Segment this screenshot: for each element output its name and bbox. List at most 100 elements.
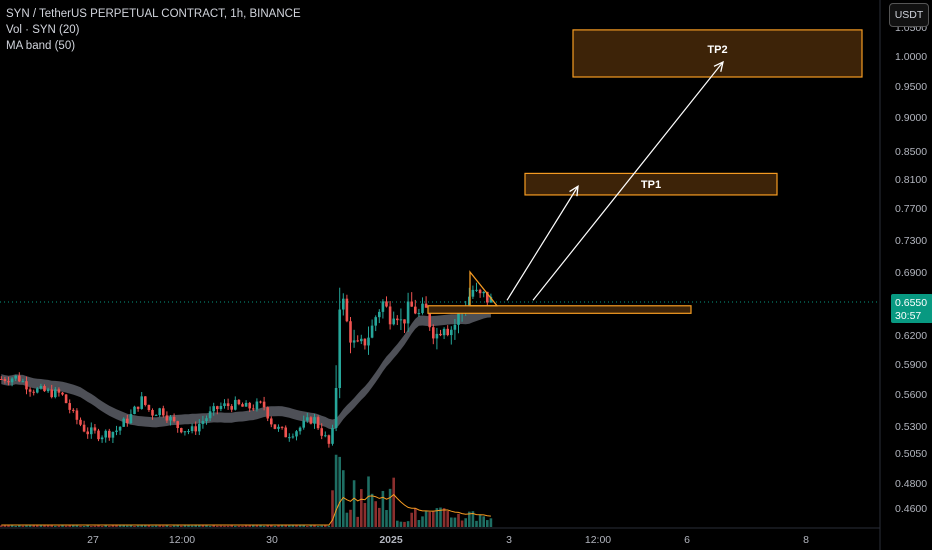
volume-bar	[432, 511, 435, 527]
candle-body	[424, 303, 428, 308]
volume-bar	[320, 525, 323, 527]
candle-body	[50, 389, 53, 398]
candle-body	[266, 407, 269, 419]
candle-body	[144, 396, 147, 405]
volume-bar	[43, 525, 46, 527]
volume-bar	[316, 525, 320, 527]
volume-bar	[54, 525, 57, 527]
volume-bar	[0, 525, 3, 527]
candles	[0, 282, 493, 448]
candle-body	[140, 396, 143, 409]
volume-bar	[147, 524, 151, 527]
volume-bar	[237, 525, 241, 527]
candle-body	[212, 406, 215, 412]
volume-bar	[252, 525, 255, 527]
candle-body	[320, 428, 323, 436]
candle-body	[457, 312, 460, 325]
candle-body	[259, 401, 262, 403]
volume-bar	[370, 493, 374, 527]
triangle-pattern	[469, 270, 499, 307]
price-tick-label: 0.4800	[895, 478, 927, 490]
volume-bar	[410, 512, 413, 527]
candle-body	[273, 424, 277, 429]
volume-bar	[126, 525, 129, 527]
target-zones[interactable]: TP2 TP1	[427, 29, 863, 314]
volume-bar	[284, 524, 287, 527]
candle-body	[244, 402, 248, 407]
drawings[interactable]	[469, 60, 724, 307]
volume-bar	[403, 521, 406, 527]
volume-bar	[381, 490, 385, 527]
symbol-title[interactable]: SYN / TetherUS PERPETUAL CONTRACT, 1h, B…	[6, 8, 301, 20]
candle-body	[356, 340, 359, 342]
volume-bar	[352, 480, 356, 527]
volume-bar	[165, 524, 169, 527]
volume-bar	[183, 525, 187, 527]
volume-bar	[324, 524, 327, 527]
volume-bar	[154, 525, 158, 527]
candle-body	[406, 301, 410, 324]
volume-bar	[234, 525, 237, 527]
candle-body	[381, 301, 385, 312]
entry-zone[interactable]	[427, 305, 692, 314]
price-tick-label: 0.8500	[895, 146, 927, 158]
last-price-tag	[891, 294, 932, 323]
candle-body	[104, 430, 107, 438]
ma-band-area	[1, 307, 491, 430]
candle-countdown: 30:57	[895, 310, 921, 322]
volume-ma-line	[1, 493, 491, 526]
candle-body	[428, 307, 431, 328]
volume-bar	[313, 524, 316, 527]
currency-button[interactable]: USDT	[889, 3, 929, 27]
candle-body	[14, 375, 17, 379]
candle-body	[230, 406, 233, 410]
volume-bar	[180, 525, 183, 527]
candle-body	[75, 410, 79, 420]
candle-body	[421, 303, 424, 314]
candle-body	[68, 403, 71, 410]
zone-tp1[interactable]	[524, 172, 778, 196]
volume-bar	[309, 525, 313, 527]
last-price-value: 0.6550	[895, 297, 927, 309]
volume-bar	[104, 525, 107, 527]
candle-body	[280, 426, 284, 428]
volume-bar	[100, 525, 104, 527]
candle-body	[442, 328, 446, 336]
volume-bar	[198, 525, 201, 527]
candle-body	[439, 333, 442, 336]
candle-body	[180, 428, 183, 433]
candle-body	[410, 301, 413, 307]
time-axis[interactable]: 27 12:00 30 2025 3 12:00 6 8	[87, 534, 809, 546]
price-tick-label: 0.9500	[895, 81, 927, 93]
candle-body	[122, 418, 125, 427]
candle-body	[324, 435, 327, 437]
candle-body	[255, 401, 259, 410]
volume-bar	[97, 524, 100, 527]
volume-bars	[0, 454, 493, 527]
arrow-head-1	[569, 184, 579, 197]
candle-body	[396, 318, 399, 321]
price-axis[interactable]: 1.05001.00000.95000.90000.85000.81000.77…	[891, 22, 932, 515]
volume-bar	[108, 525, 111, 527]
volume-bar	[133, 525, 136, 527]
ma-band-indicator-label[interactable]: MA band (50)	[6, 40, 76, 52]
candle-body	[399, 319, 403, 321]
candle-body	[288, 437, 291, 439]
price-tick-label: 0.4600	[895, 503, 927, 515]
volume-indicator-label[interactable]: Vol · SYN (20)	[6, 24, 80, 36]
volume-bar	[360, 489, 363, 527]
volume-bar	[122, 525, 125, 527]
candle-body	[28, 389, 32, 392]
zone-label-tp2: TP2	[707, 44, 727, 56]
candle-body	[72, 409, 75, 411]
volume-bar	[140, 525, 143, 527]
volume-bar	[190, 525, 194, 527]
volume-bar	[453, 517, 457, 527]
candle-body	[385, 301, 388, 307]
candle-body	[453, 324, 457, 330]
candle-body	[313, 417, 316, 424]
candle-body	[162, 408, 165, 416]
volume-bar	[482, 516, 485, 527]
candle-body	[338, 309, 341, 388]
